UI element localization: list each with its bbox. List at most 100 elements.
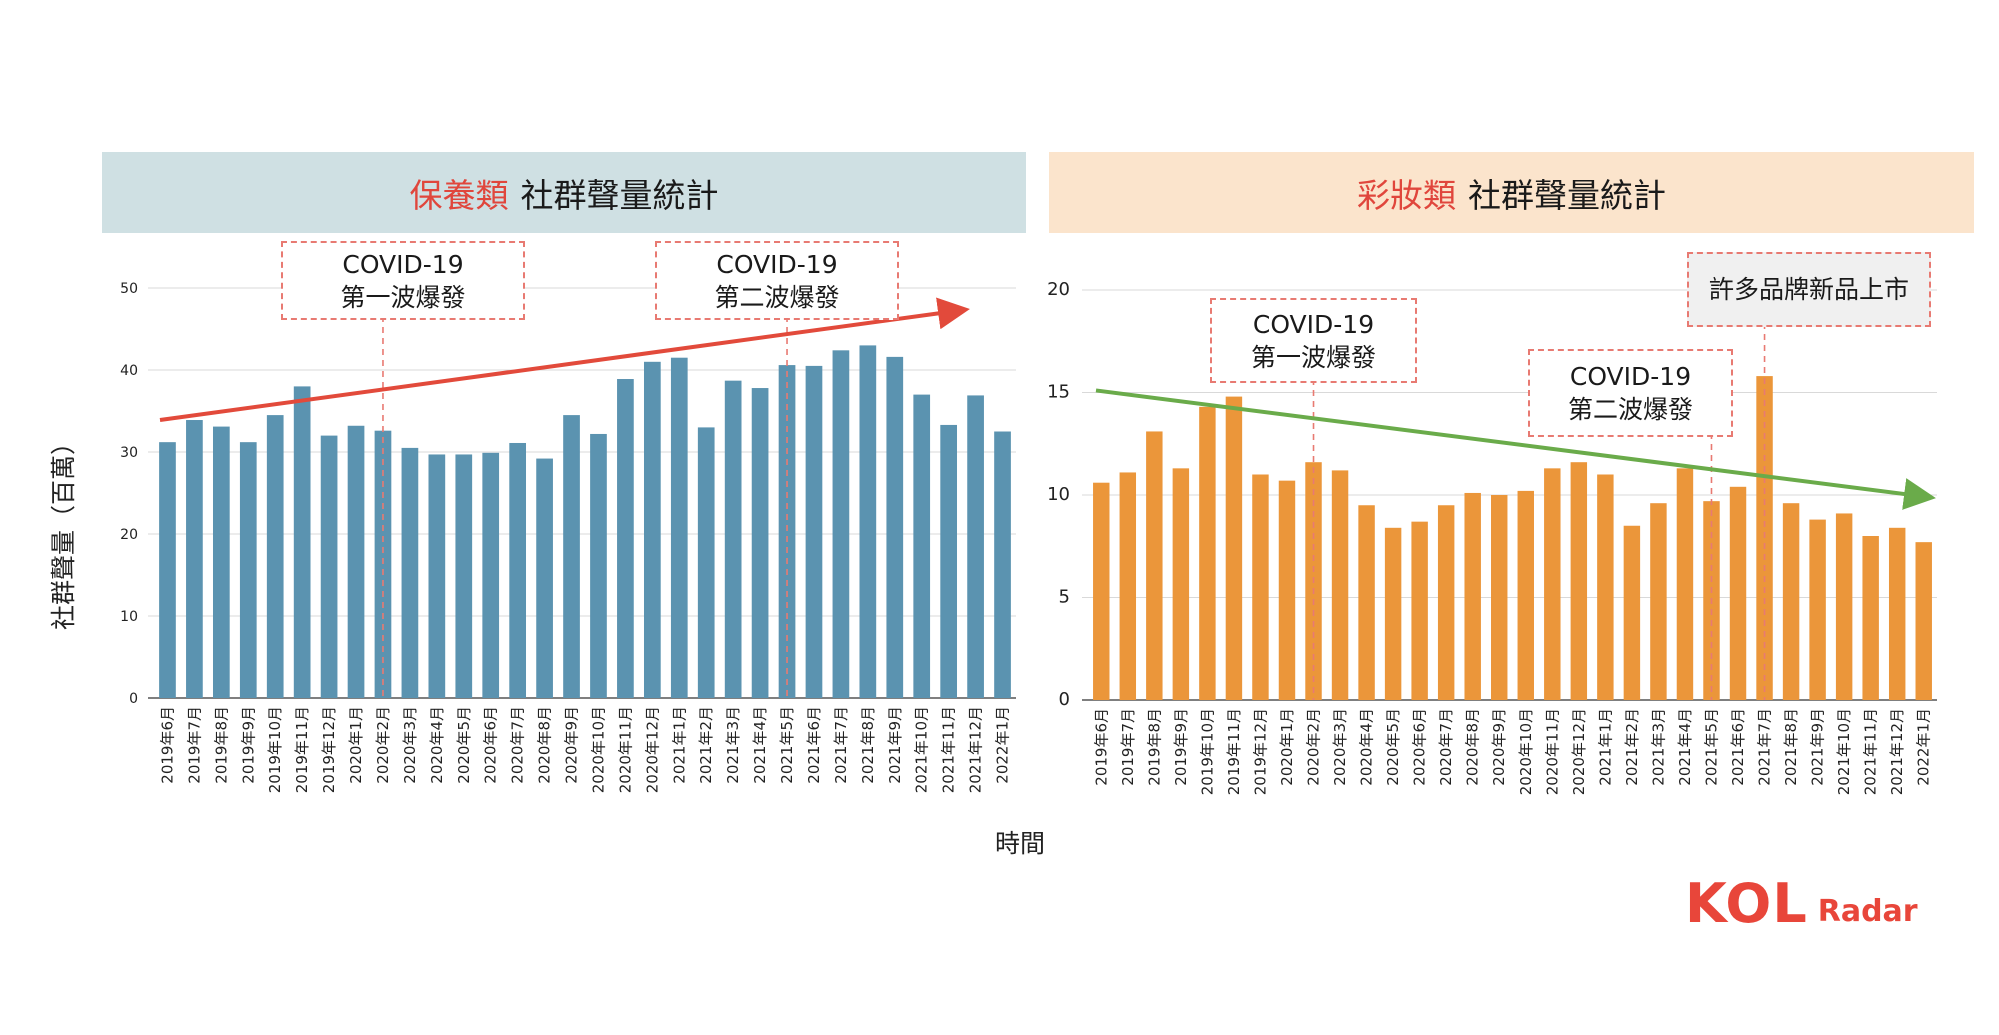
y-axis-title: 社群聲量（百萬）: [42, 420, 82, 640]
right-bar: [1650, 503, 1667, 700]
left-bar: [751, 388, 769, 698]
right-x-tick-label: 2021年3月: [1649, 708, 1667, 786]
left-bar: [940, 424, 958, 698]
right-x-tick-label: 2020年11月: [1543, 708, 1561, 795]
right-bar: [1570, 462, 1588, 700]
right-x-tick-label: 2020年7月: [1437, 708, 1455, 786]
right-x-tick-label: 2020年3月: [1331, 708, 1349, 786]
right-bar: [1676, 468, 1694, 700]
right-x-tick-label: 2021年5月: [1702, 708, 1720, 786]
annotation-line2: 第一波爆發: [340, 282, 466, 312]
right-x-tick-label: 2019年6月: [1092, 708, 1110, 786]
left-bar: [778, 365, 796, 698]
left-x-tick-label: 2021年11月: [940, 706, 958, 793]
right-bar: [1146, 431, 1163, 700]
right-x-tick-label: 2021年12月: [1888, 708, 1906, 795]
annotation-line1: COVID-19: [1569, 362, 1692, 391]
right-x-tick-label: 2021年9月: [1809, 708, 1827, 786]
right-x-tick-label: 2020年12月: [1570, 708, 1588, 795]
right-x-tick-label: 2019年11月: [1225, 708, 1243, 795]
right-bar: [1888, 527, 1906, 700]
left-x-tick-label: 2020年3月: [401, 706, 419, 784]
right-bar: [1597, 474, 1614, 700]
left-x-tick-label: 2019年6月: [158, 706, 176, 784]
right-bar: [1623, 525, 1641, 700]
left-y-tick-label: 10: [120, 609, 138, 625]
left-x-tick-label: 2020年8月: [536, 706, 554, 784]
right-bar: [1252, 474, 1269, 700]
annotation-line1: COVID-19: [342, 249, 464, 279]
right-bar: [1517, 490, 1534, 700]
right-bar: [1464, 492, 1481, 700]
left-x-tick-label: 2019年10月: [266, 706, 284, 793]
right-x-tick-label: 2021年6月: [1729, 708, 1747, 786]
left-bar: [212, 426, 230, 698]
left-bar: [159, 442, 176, 698]
right-x-tick-label: 2019年8月: [1145, 708, 1163, 786]
annotation-line1: COVID-19: [1252, 309, 1375, 339]
right-x-tick-label: 2021年4月: [1676, 708, 1694, 786]
left-bar: [482, 452, 500, 698]
left-x-tick-label: 2021年8月: [859, 706, 877, 784]
right-x-tick-label: 2021年2月: [1623, 708, 1641, 786]
new-product-launch-annotation: 許多品牌新品上市: [1687, 252, 1931, 327]
right-chart-header: 彩妝類 社群聲量統計: [1049, 152, 1974, 233]
left-x-tick-label: 2022年1月: [994, 706, 1012, 784]
left-bar: [186, 420, 203, 698]
left-x-tick-label: 2021年2月: [697, 706, 715, 784]
left-x-tick-label: 2021年10月: [913, 706, 931, 793]
right-bar: [1172, 468, 1190, 700]
left-chart-header: 保養類 社群聲量統計: [102, 152, 1026, 233]
right-x-tick-label: 2021年7月: [1756, 708, 1774, 786]
left-bar: [643, 361, 661, 698]
left-bar: [536, 458, 553, 698]
right-bar: [1544, 468, 1561, 700]
right-bar: [1225, 396, 1243, 700]
right-x-tick-label: 2019年9月: [1172, 708, 1190, 786]
right-x-tick-label: 2022年1月: [1915, 708, 1933, 786]
right-x-tick-label: 2021年11月: [1862, 708, 1880, 795]
right-covid-wave2-annotation: COVID-19 第二波爆發: [1528, 349, 1733, 437]
left-x-tick-label: 2021年12月: [967, 706, 985, 793]
right-bar: [1411, 521, 1428, 700]
left-bar: [697, 427, 715, 698]
left-bar: [563, 415, 580, 698]
logo-suffix: Radar: [1817, 894, 1918, 929]
right-covid-wave1-annotation: COVID-19 第一波爆發: [1210, 298, 1417, 383]
left-x-tick-label: 2019年12月: [320, 706, 338, 793]
left-x-tick-label: 2019年7月: [185, 706, 203, 784]
left-bar: [401, 447, 419, 698]
right-x-tick-label: 2021年8月: [1782, 708, 1800, 786]
left-y-tick-label: 40: [120, 363, 138, 379]
left-bar: [967, 395, 984, 698]
left-bar: [293, 386, 311, 698]
annotation-line2: 第一波爆發: [1250, 342, 1376, 372]
left-x-tick-label: 2019年8月: [212, 706, 230, 784]
right-x-tick-label: 2021年1月: [1596, 708, 1614, 786]
left-bar: [428, 454, 446, 698]
left-x-tick-label: 2020年12月: [643, 706, 661, 793]
right-x-tick-label: 2019年10月: [1198, 708, 1216, 795]
right-x-tick-label: 2020年2月: [1305, 708, 1323, 786]
right-bar: [1491, 495, 1508, 700]
right-x-tick-label: 2020年9月: [1490, 708, 1508, 786]
left-x-tick-label: 2020年5月: [455, 706, 473, 784]
x-axis-title: 時間: [994, 829, 1045, 858]
right-y-tick-label: 10: [1047, 484, 1070, 505]
left-x-tick-label: 2021年1月: [670, 706, 688, 784]
left-chart-title: 社群聲量統計: [520, 175, 719, 215]
left-x-tick-label: 2021年7月: [832, 706, 850, 784]
left-x-tick-label: 2019年9月: [239, 706, 257, 784]
left-x-tick-label: 2020年11月: [616, 706, 634, 793]
right-y-tick-label: 0: [1059, 689, 1070, 710]
right-y-tick-label: 20: [1047, 279, 1070, 300]
left-y-tick-label: 0: [129, 691, 138, 707]
left-bar: [590, 433, 607, 698]
right-bar: [1093, 482, 1110, 700]
right-chart-title-accent: 彩妝類: [1357, 175, 1456, 215]
left-bar: [374, 430, 392, 698]
left-x-tick-label: 2020年7月: [509, 706, 527, 784]
right-x-tick-label: 2020年6月: [1411, 708, 1429, 786]
logo-brand: KOL: [1685, 872, 1808, 935]
